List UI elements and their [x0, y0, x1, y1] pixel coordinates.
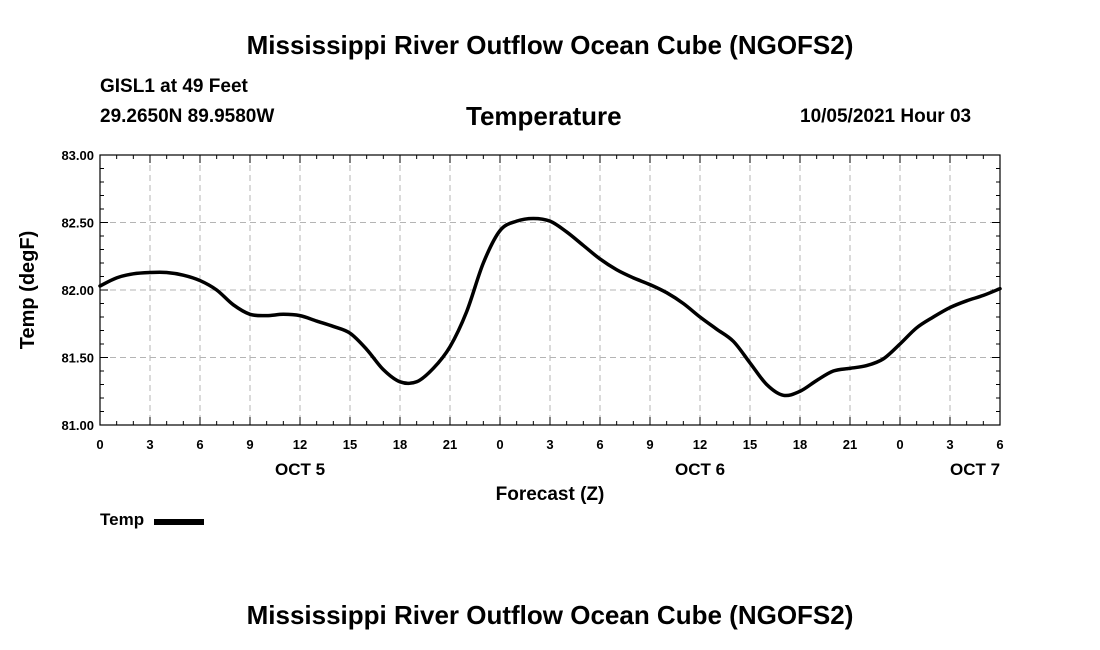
x-tick-label: 9 — [646, 437, 653, 452]
x-tick-label: 18 — [393, 437, 407, 452]
temp-series-line — [98, 216, 1002, 398]
x-tick-label: 0 — [96, 437, 103, 452]
legend-swatch — [154, 518, 205, 525]
x-tick-label: 3 — [146, 437, 153, 452]
y-axis-label: Temp (degF) — [17, 231, 39, 350]
y-tick-label: 81.00 — [61, 418, 94, 433]
coordinates-label: 29.2650N 89.9580W — [100, 106, 275, 127]
x-tick-label: 0 — [496, 437, 503, 452]
day-label: OCT 7 — [950, 460, 1000, 479]
x-tick-label: 12 — [693, 437, 707, 452]
forecast-date-label: 10/05/2021 Hour 03 — [800, 106, 972, 127]
day-label: OCT 5 — [275, 460, 325, 479]
station-label: GISL1 at 49 Feet — [100, 76, 248, 97]
y-tick-label: 82.50 — [61, 216, 94, 231]
x-tick-label: 9 — [246, 437, 253, 452]
x-tick-label: 15 — [743, 437, 757, 452]
x-tick-label: 21 — [443, 437, 457, 452]
x-tick-label: 18 — [793, 437, 807, 452]
x-tick-label: 6 — [996, 437, 1003, 452]
y-tick-label: 83.00 — [61, 148, 94, 163]
chart-title: Temperature — [466, 101, 622, 131]
x-axis: 0 3 6 9 12 15 18 21 0 3 6 9 12 15 18 21 0 3 6 — [96, 155, 1004, 452]
grid — [100, 155, 1000, 425]
x-tick-label: 12 — [293, 437, 307, 452]
legend: Temp — [100, 509, 205, 531]
x-tick-label: 6 — [596, 437, 603, 452]
y-axis: 81.00 81.50 82.00 82.50 83.00 — [61, 148, 1000, 433]
x-tick-label: 3 — [546, 437, 553, 452]
y-tick-label: 81.50 — [61, 351, 94, 366]
day-labels: OCT 5 OCT 6 OCT 7 — [275, 460, 1000, 479]
report-title: Mississippi River Outflow Ocean Cube (NG… — [246, 30, 854, 60]
x-axis-label: Forecast (Z) — [496, 484, 605, 505]
day-label: OCT 6 — [675, 460, 725, 479]
legend-label: Temp — [100, 510, 145, 529]
x-tick-label: 21 — [843, 437, 857, 452]
x-tick-label: 6 — [196, 437, 203, 452]
x-tick-label: 0 — [896, 437, 903, 452]
x-tick-label: 3 — [946, 437, 953, 452]
y-tick-label: 82.00 — [61, 283, 94, 298]
x-tick-label: 15 — [343, 437, 357, 452]
footer-title: Mississippi River Outflow Ocean Cube (NG… — [246, 600, 854, 630]
